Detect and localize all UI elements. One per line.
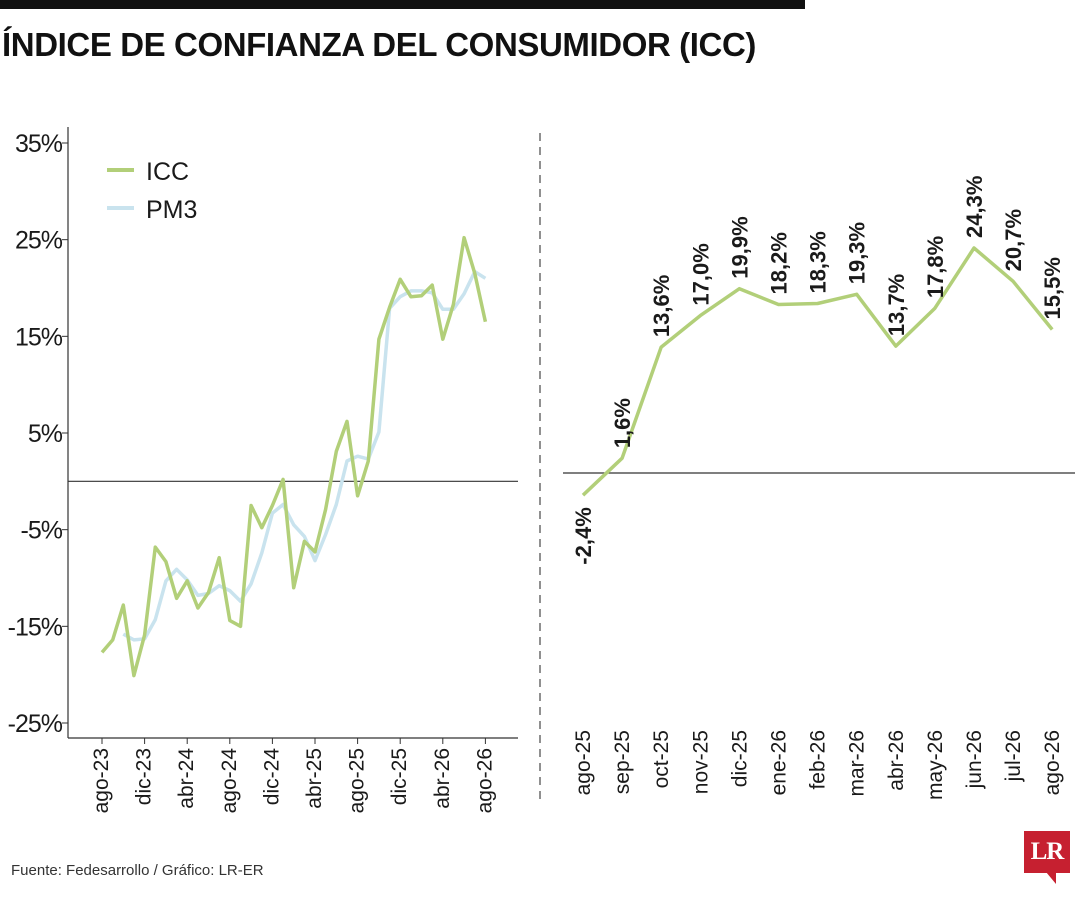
lr-logo: LR <box>1024 831 1070 873</box>
x-tick-label: nov-25 <box>689 730 712 794</box>
pm3-line <box>122 269 487 642</box>
x-tick-label: abr-26 <box>431 748 454 809</box>
x-tick-label: abr-25 <box>303 748 326 809</box>
y-tick-label: -25% <box>8 710 63 738</box>
x-tick-label: dic-25 <box>728 730 751 787</box>
data-label: 17,0% <box>688 243 713 305</box>
data-label: 19,9% <box>727 216 752 278</box>
x-tick-label: ene-26 <box>768 730 791 795</box>
data-label: 18,3% <box>806 231 831 293</box>
data-label: 24,3% <box>962 176 987 238</box>
x-tick-label: ago-23 <box>90 748 113 813</box>
x-tick-label: oct-25 <box>650 730 673 788</box>
x-tick-label: ago-26 <box>473 748 496 813</box>
y-tick-label: 25% <box>15 227 63 255</box>
source-note: Fuente: Fedesarrollo / Gráfico: LR-ER <box>11 862 264 879</box>
data-label: 15,5% <box>1040 257 1065 319</box>
lr-logo-tail <box>1046 872 1056 884</box>
x-tick-label: dic-25 <box>388 748 411 805</box>
left-panel: 35% 25% 15% 5% -5% -15% -25% ago-23 dic-23 abr-24… <box>8 127 518 813</box>
legend-pm3-label: PM3 <box>146 196 197 224</box>
data-label: 18,2% <box>767 232 792 294</box>
y-tick-label: 5% <box>28 420 63 448</box>
data-label: 13,7% <box>884 274 909 336</box>
data-label: 19,3% <box>845 222 870 284</box>
x-tick-label: feb-26 <box>807 730 830 790</box>
y-tick-label: 35% <box>15 130 63 158</box>
x-tick-label: dic-23 <box>133 748 156 805</box>
y-tick-label: 15% <box>15 323 63 351</box>
x-tick-label: dic-24 <box>260 748 283 806</box>
icc-line <box>581 246 1054 497</box>
x-tick-label: sep-25 <box>611 730 634 794</box>
x-tick-label: may-26 <box>924 730 947 800</box>
x-tick-label: ago-25 <box>572 730 595 795</box>
y-tick-label: -15% <box>8 613 63 641</box>
y-tick-label: -5% <box>21 517 63 545</box>
data-label: 20,7% <box>1001 209 1026 271</box>
data-label: 1,6% <box>610 398 635 448</box>
x-tick-label: ago-25 <box>346 748 369 813</box>
chart-title: ÍNDICE DE CONFIANZA DEL CONSUMIDOR (ICC) <box>2 26 756 63</box>
data-label: 13,6% <box>649 275 674 337</box>
x-tick-label: ago-24 <box>218 748 241 814</box>
x-tick-label: ago-26 <box>1041 730 1064 795</box>
x-tick-label: jun-26 <box>963 730 986 789</box>
top-rule <box>0 0 805 9</box>
legend-icc-label: ICC <box>146 158 189 186</box>
x-tick-label: abr-24 <box>175 748 198 809</box>
data-label: -2,4% <box>571 507 596 564</box>
x-tick-label: jul-26 <box>1002 730 1025 782</box>
x-tick-label: abr-26 <box>885 730 908 791</box>
icc-line <box>100 235 488 678</box>
data-label: 17,8% <box>923 236 948 298</box>
right-panel: -2,4% 1,6% 13,6% 17,0% 19,9% 18,2% 18,3% 19,3% 1… <box>563 176 1075 800</box>
x-tick-label: mar-26 <box>846 730 869 797</box>
